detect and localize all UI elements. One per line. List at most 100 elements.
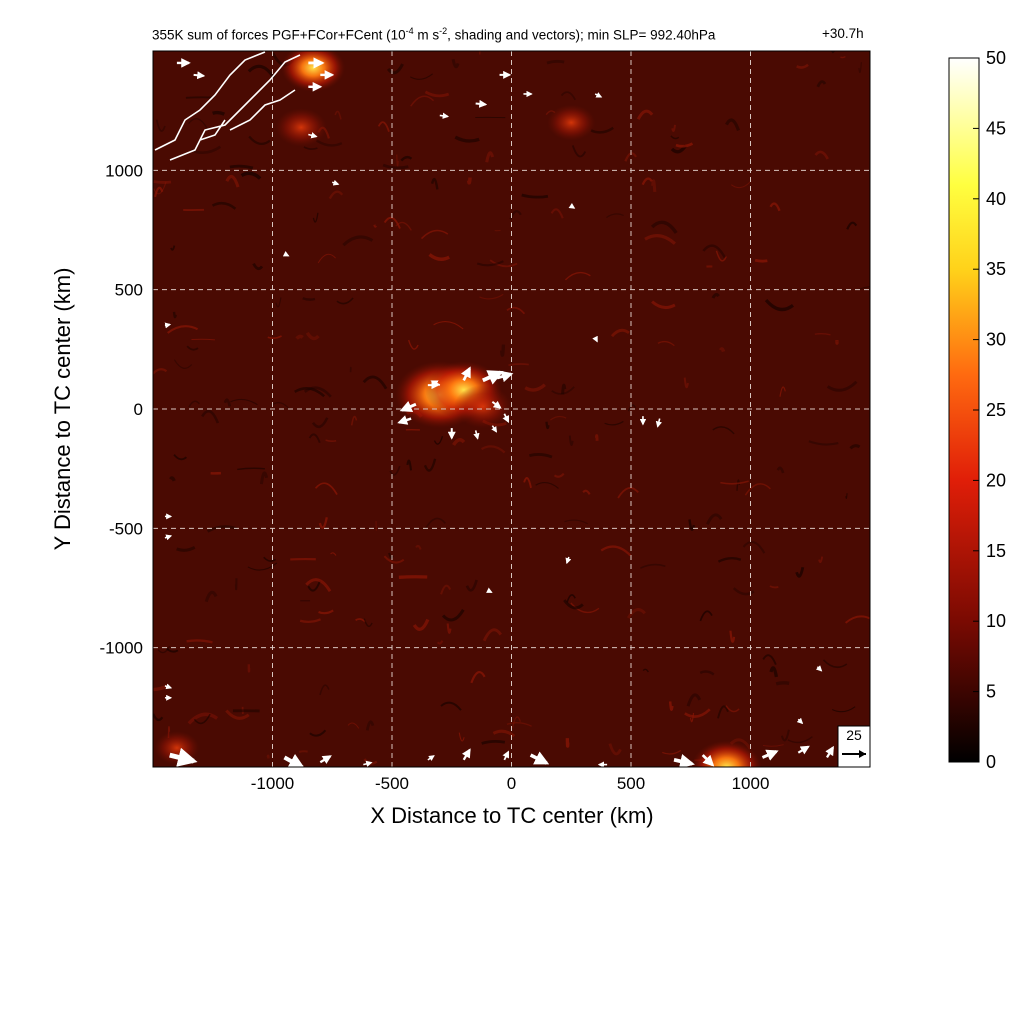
texture-streak bbox=[440, 701, 462, 711]
grid-lines bbox=[153, 51, 870, 767]
texture-streak bbox=[173, 359, 193, 369]
force-vector bbox=[565, 556, 572, 565]
texture-streak bbox=[410, 73, 434, 80]
texture-streak bbox=[661, 749, 682, 755]
texture-streak bbox=[590, 126, 614, 134]
texture-streak bbox=[627, 608, 646, 619]
texture-streak bbox=[452, 438, 466, 446]
texture-streak bbox=[762, 654, 777, 665]
texture-streak bbox=[717, 556, 742, 563]
chart-title: 355K sum of forces PGF+FCor+FCent (10-4 … bbox=[152, 26, 716, 43]
force-vector bbox=[363, 760, 373, 767]
texture-streak bbox=[204, 590, 218, 603]
force-vector bbox=[399, 400, 417, 412]
force-vector bbox=[439, 112, 450, 119]
texture-streak bbox=[440, 584, 452, 595]
texture-streak bbox=[154, 186, 164, 198]
texture-streak bbox=[420, 229, 449, 240]
force-vector bbox=[502, 413, 510, 424]
x-tick-label: -500 bbox=[375, 774, 409, 793]
texture-streak bbox=[776, 466, 785, 474]
y-tick-label: 1000 bbox=[105, 161, 143, 180]
texture-streak bbox=[725, 118, 740, 131]
texture-streak bbox=[699, 670, 715, 676]
texture-streak bbox=[266, 754, 270, 759]
texture-streak bbox=[446, 623, 452, 634]
texture-streak bbox=[342, 235, 374, 247]
texture-streak bbox=[720, 480, 749, 485]
texture-streak bbox=[458, 732, 465, 742]
force-vectors bbox=[164, 57, 834, 767]
texture-streak bbox=[506, 722, 532, 727]
texture-streak bbox=[500, 344, 506, 357]
texture-streak bbox=[347, 722, 360, 729]
texture-streak bbox=[651, 300, 676, 310]
texture-streak bbox=[582, 489, 591, 495]
texture-streak bbox=[688, 519, 696, 531]
force-vector bbox=[491, 400, 502, 409]
texture-streak bbox=[775, 681, 790, 686]
texture-streak bbox=[153, 180, 172, 184]
texture-streak bbox=[406, 459, 413, 471]
texture-streak bbox=[157, 645, 171, 654]
texture-streak bbox=[237, 467, 265, 471]
texture-streak bbox=[247, 64, 276, 79]
texture-streak bbox=[166, 647, 179, 653]
texture-streak bbox=[230, 398, 258, 406]
texture-streak bbox=[350, 415, 358, 426]
texture-streak bbox=[407, 339, 419, 350]
texture-streak bbox=[730, 180, 752, 189]
texture-streak bbox=[400, 155, 413, 162]
texture-streak bbox=[729, 630, 736, 643]
texture-streak bbox=[201, 409, 220, 424]
texture-streak bbox=[702, 244, 726, 259]
texture-streak bbox=[275, 297, 282, 308]
force-vector bbox=[283, 753, 306, 767]
texture-streak bbox=[454, 135, 480, 143]
texture-streak bbox=[549, 415, 567, 421]
texture-streak bbox=[563, 599, 584, 610]
x-tick-label: 0 bbox=[507, 774, 516, 793]
texture-streak bbox=[294, 387, 325, 398]
texture-streak bbox=[706, 513, 723, 525]
y-axis-title: Y Distance to TC center (km) bbox=[50, 268, 75, 551]
force-vector bbox=[825, 745, 834, 759]
texture-streak bbox=[617, 487, 639, 499]
texture-streak bbox=[719, 347, 726, 353]
texture-streak bbox=[317, 253, 336, 264]
texture-streak bbox=[441, 609, 465, 622]
force-vector bbox=[796, 717, 804, 725]
texture-streak bbox=[271, 401, 290, 409]
texture-streak bbox=[699, 610, 713, 622]
texture-streak bbox=[816, 80, 827, 88]
texture-streak bbox=[229, 164, 254, 170]
texture-streak bbox=[795, 566, 805, 578]
texture-streak bbox=[305, 331, 320, 341]
texture-streak bbox=[225, 174, 240, 188]
forecast-time-label: +30.7h bbox=[822, 26, 864, 41]
force-vector bbox=[496, 370, 514, 383]
texture-streak bbox=[383, 216, 401, 229]
texture-streak bbox=[259, 471, 269, 485]
texture-streak bbox=[466, 177, 472, 185]
force-vector bbox=[485, 587, 493, 594]
texture-streak bbox=[153, 713, 164, 722]
texture-streak bbox=[668, 701, 674, 711]
texture-streak bbox=[808, 440, 839, 446]
texture-streak bbox=[564, 271, 591, 281]
texture-streak bbox=[769, 666, 779, 678]
force-vector bbox=[592, 335, 598, 343]
x-axis-ticks: -1000 -500 0 500 1000 bbox=[251, 774, 770, 793]
force-vector bbox=[397, 415, 412, 425]
texture-streak bbox=[657, 340, 675, 347]
y-tick-label: 500 bbox=[115, 281, 143, 300]
texture-streak bbox=[396, 154, 399, 167]
texture-streak bbox=[318, 517, 328, 529]
texture-streak bbox=[309, 729, 327, 737]
texture-streak bbox=[383, 555, 405, 564]
texture-streak bbox=[489, 259, 518, 268]
heatmap-texture bbox=[153, 51, 870, 765]
texture-streak bbox=[571, 145, 587, 158]
texture-streak bbox=[822, 659, 848, 669]
texture-streak bbox=[780, 729, 790, 742]
